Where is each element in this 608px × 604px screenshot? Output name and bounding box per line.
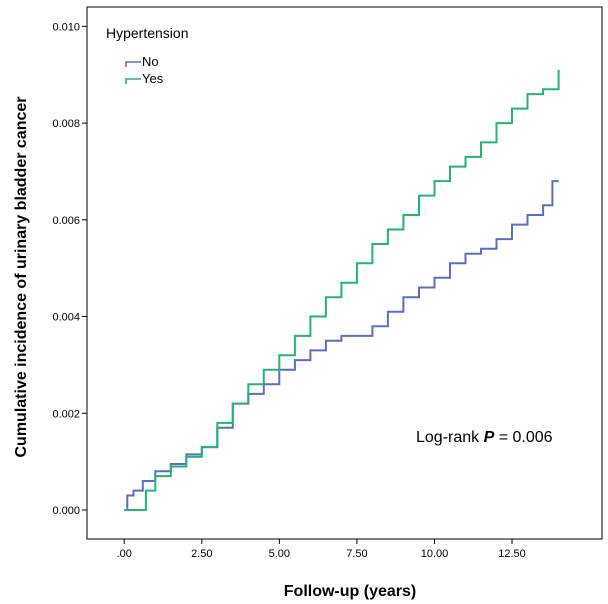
legend-swatch-no bbox=[125, 61, 141, 67]
x-tick-label: 2.50 bbox=[191, 548, 212, 560]
y-tick-label: 0.008 bbox=[52, 118, 80, 130]
x-tick-label: .00 bbox=[117, 548, 132, 560]
log-rank-annotation: Log-rank P = 0.006 bbox=[416, 429, 553, 446]
y-tick-label: 0.002 bbox=[52, 408, 80, 420]
plot-frame bbox=[86, 6, 603, 540]
series-line-yes bbox=[124, 69, 560, 511]
y-tick-label: 0.000 bbox=[52, 505, 80, 517]
y-tick-label: 0.006 bbox=[52, 215, 80, 227]
legend-label-yes: Yes bbox=[142, 71, 164, 86]
legend-swatch-yes bbox=[125, 78, 141, 84]
series-line-no bbox=[124, 180, 559, 511]
annotation-suffix: = 0.006 bbox=[494, 429, 552, 446]
series-layer bbox=[124, 69, 560, 511]
y-axis-title: Cumulative incidence of urinary bladder … bbox=[13, 97, 30, 458]
y-tick-label: 0.010 bbox=[52, 21, 80, 33]
annotation-p: P bbox=[484, 429, 495, 446]
x-tick-label: 10.00 bbox=[421, 548, 449, 560]
x-tick-label: 7.50 bbox=[346, 548, 367, 560]
x-axis-ticks: .00 2.50 5.00 7.50 10.00 12.50 bbox=[117, 539, 526, 560]
legend-title: Hypertension bbox=[106, 25, 189, 41]
annotation-prefix: Log-rank bbox=[416, 429, 484, 446]
legend: Hypertension No Yes bbox=[106, 25, 189, 86]
y-tick-label: 0.004 bbox=[52, 312, 80, 324]
x-axis-title: Follow-up (years) bbox=[284, 583, 416, 600]
legend-label-no: No bbox=[142, 54, 159, 69]
x-tick-label: 12.50 bbox=[498, 548, 526, 560]
x-tick-label: 5.00 bbox=[269, 548, 290, 560]
y-axis-ticks: 0.000 0.002 0.004 0.006 0.008 0.010 bbox=[52, 21, 87, 517]
